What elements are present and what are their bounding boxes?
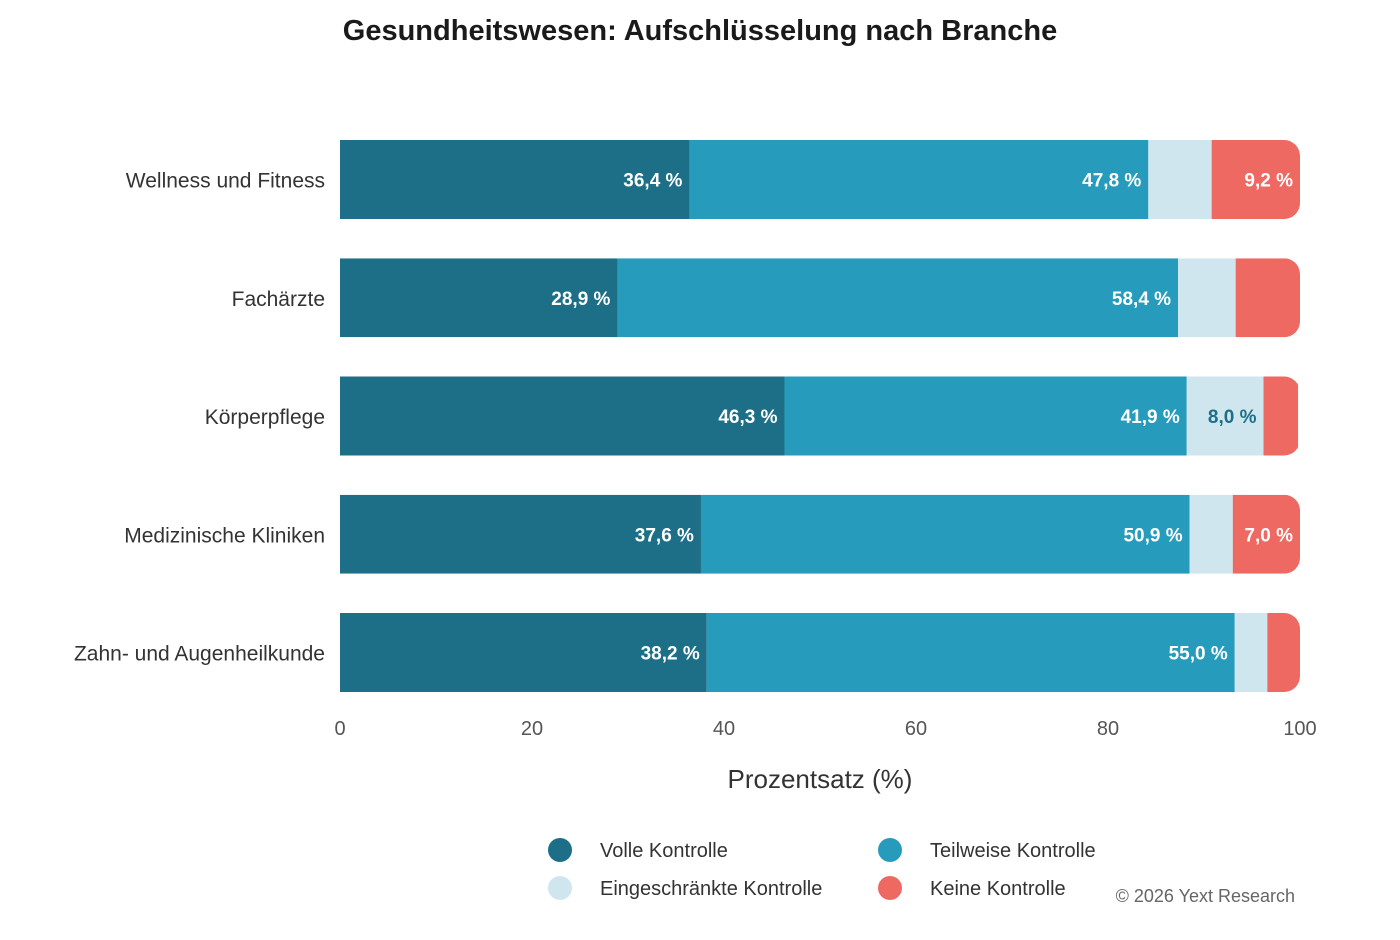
bar-segment-volle-kontrolle (340, 376, 785, 456)
bar-value-label: 41,9 % (1121, 407, 1180, 428)
bar-segment-volle-kontrolle (340, 494, 701, 574)
bar-segment-teilweise-kontrolle (700, 494, 1190, 574)
bar-value-label: 38,2 % (641, 644, 700, 665)
x-axis-title: Prozentsatz (%) (728, 764, 913, 794)
bar-segment-teilweise-kontrolle (617, 258, 1179, 338)
bar-segment-volle-kontrolle (340, 140, 690, 219)
category-label: Medizinische Kliniken (124, 524, 325, 547)
category-label: Wellness und Fitness (126, 170, 325, 193)
category-label: Zahn- und Augenheilkunde (74, 643, 325, 666)
bar-segment-keine-kontrolle (1235, 258, 1300, 338)
x-axis-ticks: 0 20 40 60 80 100 (334, 718, 1316, 740)
bar-segment-teilweise-kontrolle (689, 140, 1149, 219)
bar-value-label: 8,0 % (1208, 407, 1257, 428)
bar-segment-eingeschraenkte-kontrolle (1186, 376, 1264, 456)
bar-segment-keine-kontrolle (1232, 494, 1300, 574)
bar-segment-keine-kontrolle (1263, 376, 1299, 456)
legend-item-eingeschraenkte-kontrolle: Eingeschränkte Kontrolle (548, 876, 822, 900)
bar-segment-eingeschraenkte-kontrolle (1178, 258, 1236, 338)
bar-value-label: 47,8 % (1082, 171, 1141, 192)
bar-value-label: 46,3 % (718, 407, 777, 428)
bar-value-label: 55,0 % (1169, 644, 1228, 665)
x-tick-label: 80 (1097, 718, 1119, 740)
x-tick-label: 100 (1283, 718, 1316, 740)
legend-item-teilweise-kontrolle: Teilweise Kontrolle (878, 838, 1096, 862)
legend-swatch (548, 876, 572, 900)
bar-row-medizinische-kliniken (340, 494, 1300, 574)
bar-row-zahn-und-augenheilkunde (340, 613, 1300, 692)
bars-group: 36,4 % 47,8 % 9,2 % 28,9 % 58,4 % 46,3 % 41,9 … (340, 140, 1300, 692)
legend-label: Volle Kontrolle (600, 840, 728, 862)
credit-text: © 2026 Yext Research (1116, 886, 1295, 906)
bar-value-label: 9,2 % (1244, 171, 1293, 192)
legend-swatch (548, 838, 572, 862)
bar-segment-teilweise-kontrolle (706, 613, 1235, 692)
legend-swatch (878, 876, 902, 900)
bar-segment-teilweise-kontrolle (784, 376, 1187, 456)
bar-segment-eingeschraenkte-kontrolle (1148, 140, 1212, 219)
bar-value-label: 36,4 % (623, 171, 682, 192)
category-label: Körperpflege (205, 406, 325, 429)
bar-row-fachaerzte (340, 258, 1300, 338)
x-tick-label: 60 (905, 718, 927, 740)
category-labels: Wellness und Fitness Fachärzte Körperpfleg… (74, 170, 325, 666)
bar-segment-volle-kontrolle (340, 613, 707, 692)
bar-segment-keine-kontrolle (1211, 140, 1300, 219)
x-tick-label: 0 (334, 718, 345, 740)
chart-title: Gesundheitswesen: Aufschlüsselung nach B… (343, 15, 1057, 47)
bar-value-label: 28,9 % (551, 289, 610, 310)
bar-segment-volle-kontrolle (340, 258, 618, 338)
legend-label: Eingeschränkte Kontrolle (600, 878, 822, 900)
bar-value-label: 58,4 % (1112, 289, 1171, 310)
legend-swatch (878, 838, 902, 862)
category-label: Fachärzte (232, 288, 325, 311)
x-tick-label: 20 (521, 718, 543, 740)
legend-label: Keine Kontrolle (930, 878, 1066, 900)
bar-value-label: 7,0 % (1244, 525, 1293, 546)
bar-row-wellness-und-fitness (340, 140, 1300, 219)
legend-item-volle-kontrolle: Volle Kontrolle (548, 838, 728, 862)
bar-segment-eingeschraenkte-kontrolle (1234, 613, 1268, 692)
bar-value-label: 50,9 % (1123, 525, 1182, 546)
x-tick-label: 40 (713, 718, 735, 740)
bar-row-koerperpflege (340, 376, 1299, 456)
legend-label: Teilweise Kontrolle (930, 840, 1096, 862)
bar-segment-keine-kontrolle (1267, 613, 1300, 692)
bar-value-label: 37,6 % (635, 525, 694, 546)
legend-item-keine-kontrolle: Keine Kontrolle (878, 876, 1066, 900)
legend: Volle Kontrolle Teilweise Kontrolle Einges… (548, 838, 1096, 900)
bar-segment-eingeschraenkte-kontrolle (1189, 494, 1233, 574)
